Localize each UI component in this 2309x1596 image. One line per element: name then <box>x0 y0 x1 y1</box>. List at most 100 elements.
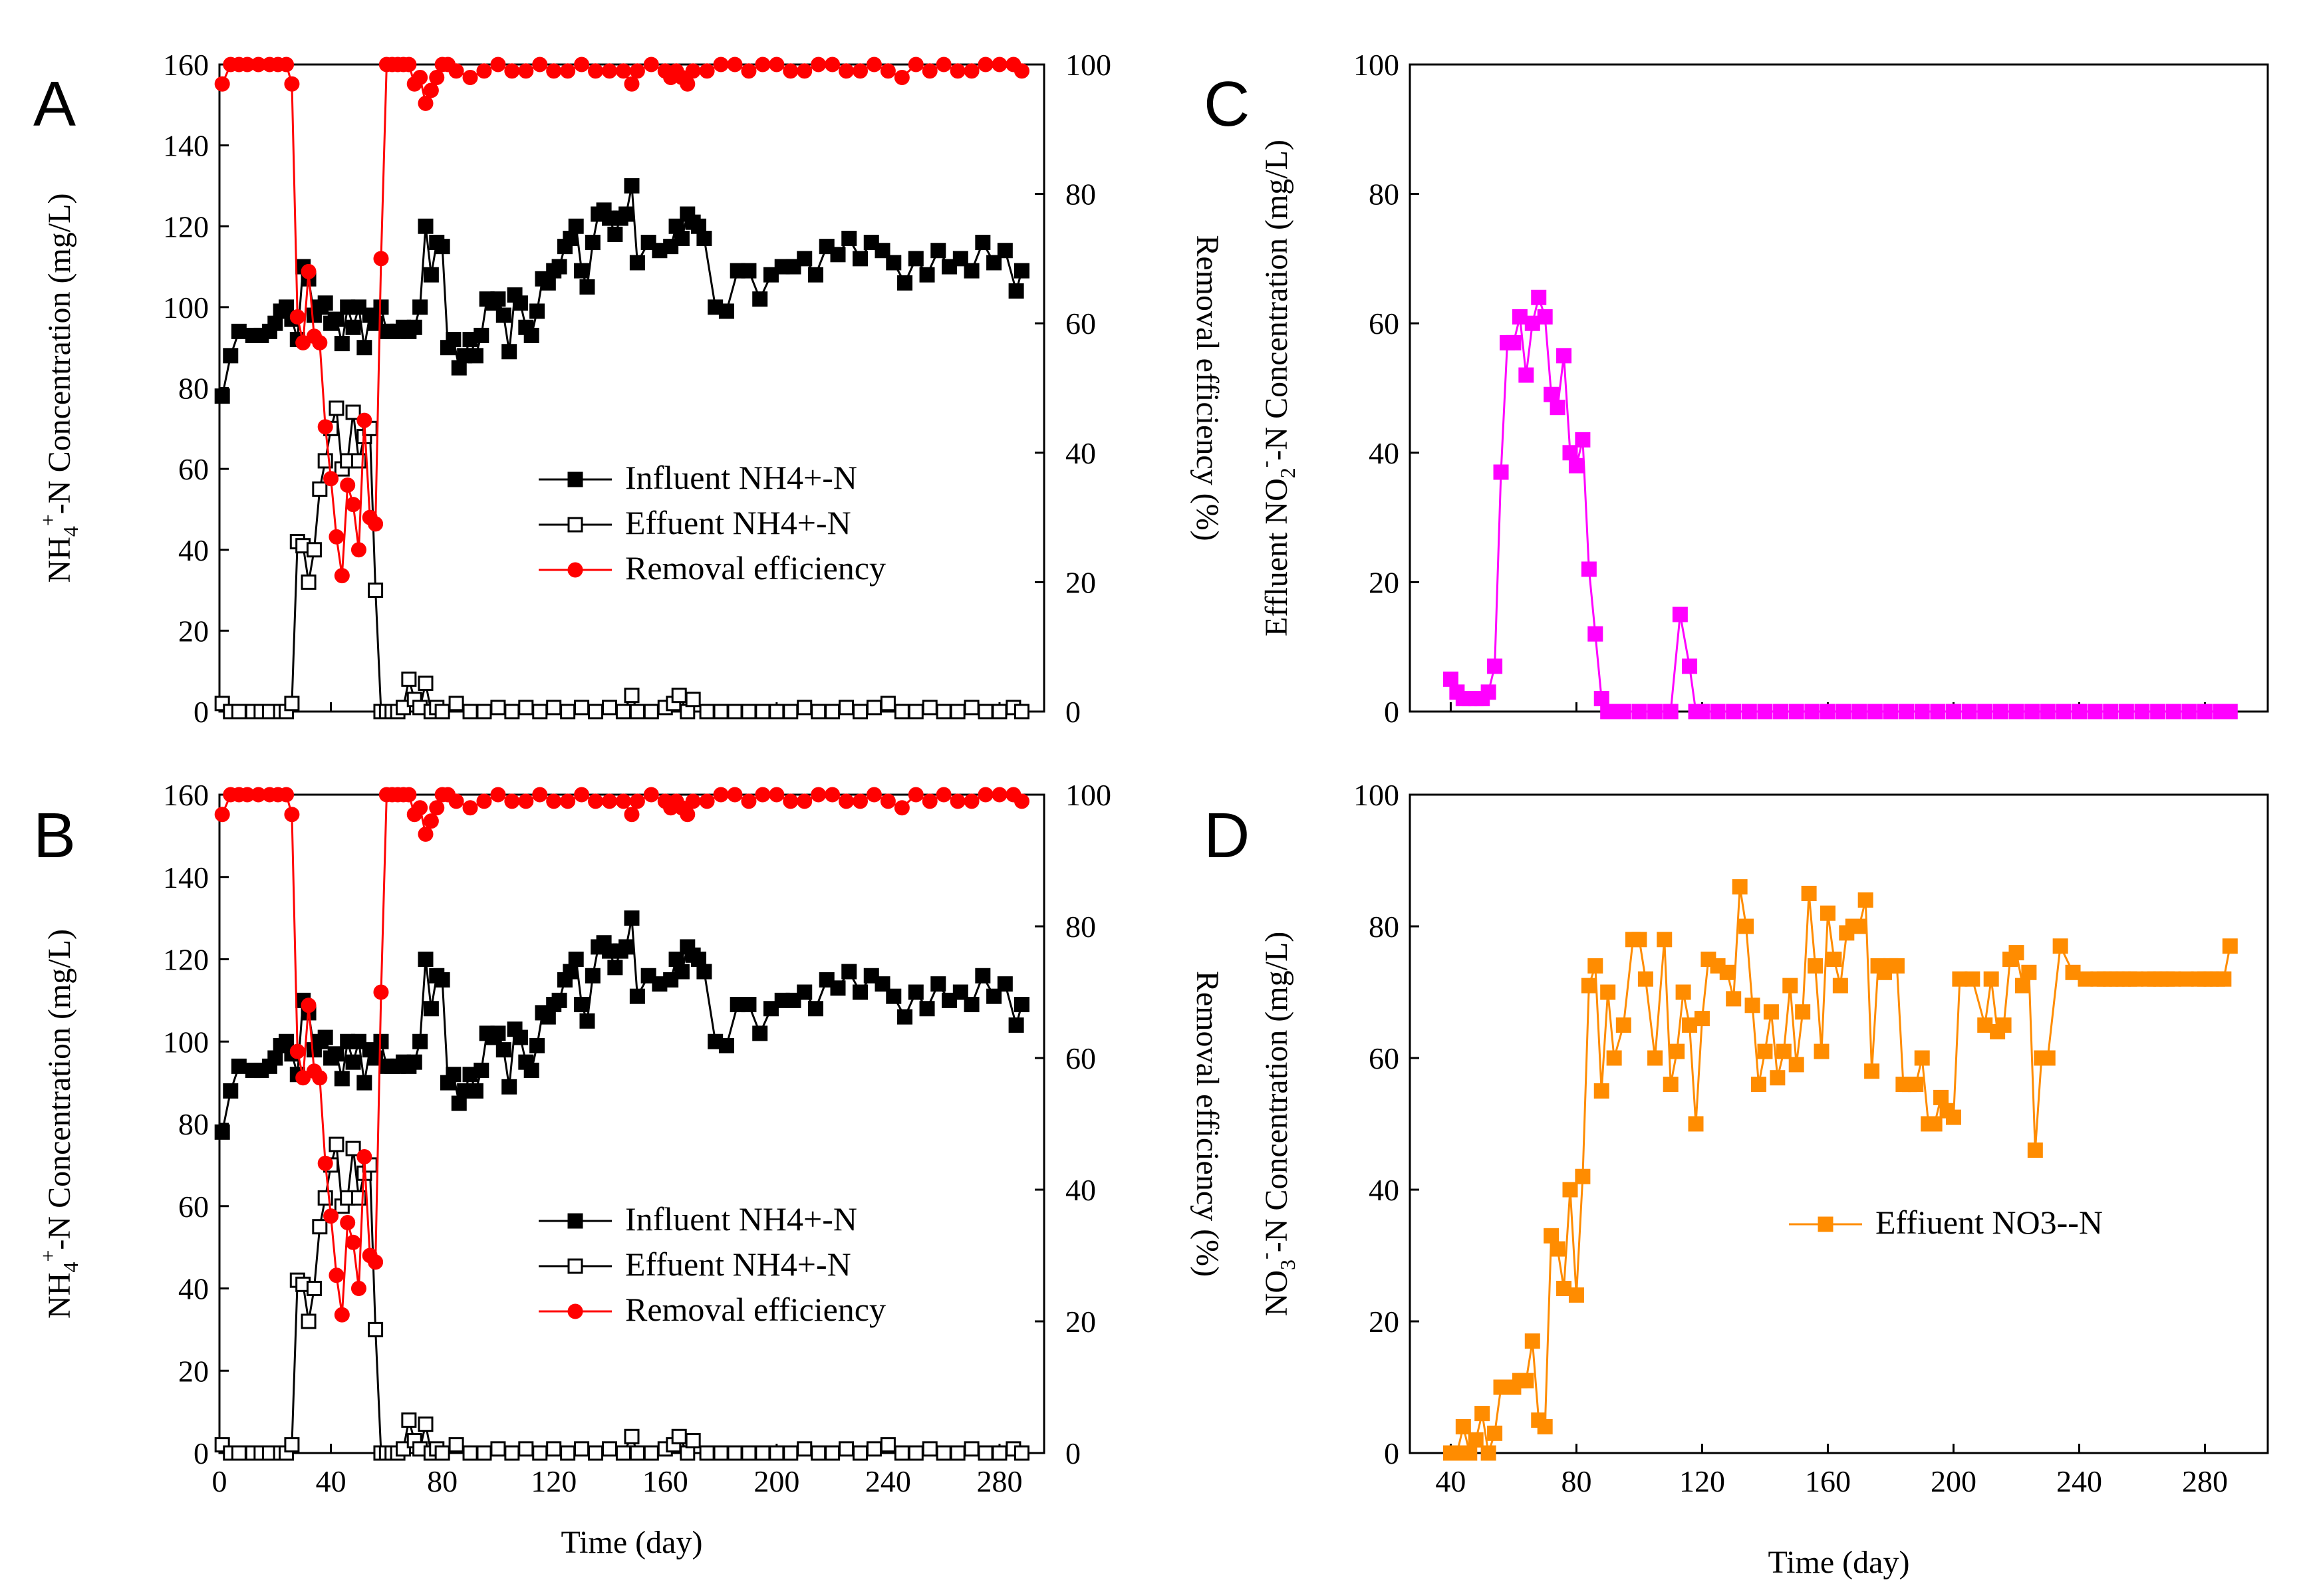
y-tick-label: 160 <box>163 778 209 812</box>
data-point <box>418 826 434 842</box>
data-point <box>1568 458 1584 473</box>
data-point <box>329 1046 344 1062</box>
data-point <box>1593 691 1609 707</box>
data-point <box>312 1070 328 1086</box>
data-point <box>886 255 902 271</box>
data-point <box>886 988 902 1004</box>
data-point <box>395 700 411 716</box>
data-point <box>312 334 328 350</box>
legend: Effiuent NO3--N <box>1789 1204 2103 1241</box>
y-tick-label: 40 <box>1369 436 1399 470</box>
data-point <box>1710 704 1726 720</box>
data-point <box>741 263 757 279</box>
data-point <box>518 63 534 79</box>
y-tick-label: 60 <box>178 1190 209 1224</box>
panel-letter: A <box>33 68 76 140</box>
data-point <box>560 704 576 720</box>
data-point <box>825 1445 841 1461</box>
data-point <box>978 57 994 72</box>
data-point <box>448 793 464 809</box>
data-point <box>1945 1109 1961 1125</box>
data-point <box>501 1079 517 1095</box>
y2-tick-label: 60 <box>1065 1041 1096 1075</box>
data-point <box>783 63 799 79</box>
data-point <box>975 968 991 984</box>
data-point <box>908 787 924 803</box>
data-point <box>448 696 464 712</box>
data-point <box>512 295 528 311</box>
panel-letter: C <box>1204 68 1250 140</box>
data-point <box>560 63 576 79</box>
data-point <box>551 259 567 275</box>
data-point <box>624 807 640 823</box>
data-point <box>908 984 924 1000</box>
data-point <box>950 63 966 79</box>
data-point <box>755 787 771 803</box>
data-point <box>1587 958 1603 974</box>
y2-tick-label: 0 <box>1065 695 1081 729</box>
data-point <box>289 1043 305 1059</box>
data-point <box>699 793 715 809</box>
data-point <box>839 793 855 809</box>
data-point <box>462 69 478 85</box>
data-point <box>301 998 317 1013</box>
data-point <box>643 1445 659 1461</box>
data-point <box>1014 997 1029 1013</box>
data-point <box>1474 1406 1490 1422</box>
data-point <box>978 704 994 720</box>
data-point <box>329 1267 344 1283</box>
x-axis-title: Time (day) <box>561 1525 703 1560</box>
data-point <box>922 793 938 809</box>
data-point <box>462 704 478 720</box>
data-point <box>1682 658 1698 674</box>
legend-label: Influent NH4+-N <box>625 459 857 496</box>
y-axis-title-part: 2 <box>1276 467 1299 478</box>
data-point <box>588 1445 604 1461</box>
data-point <box>412 800 428 816</box>
y-tick-label: 40 <box>178 533 209 567</box>
x-tick-label: 200 <box>1931 1464 1976 1498</box>
y-axis-title-part: NO <box>1259 1270 1294 1316</box>
data-point <box>423 82 439 98</box>
data-point <box>429 800 445 816</box>
data-point <box>919 267 935 283</box>
y-axis-title-part: 3 <box>1276 1260 1299 1270</box>
y-axis-title-part: 4 <box>59 526 82 537</box>
data-point <box>2021 964 2037 980</box>
data-point <box>317 1029 333 1045</box>
data-point <box>797 700 813 716</box>
data-point <box>523 327 539 343</box>
data-point <box>992 57 1008 72</box>
data-point <box>964 700 980 716</box>
data-point <box>518 1441 534 1457</box>
data-point <box>2008 945 2024 961</box>
data-point <box>317 295 333 311</box>
data-point <box>368 516 384 532</box>
data-point <box>696 964 712 980</box>
data-point <box>880 63 896 79</box>
data-point <box>345 497 361 513</box>
x-tick-label: 240 <box>2056 1464 2102 1498</box>
data-point <box>894 704 910 720</box>
data-point <box>373 251 389 267</box>
x-tick-label: 280 <box>2182 1464 2228 1498</box>
data-point <box>1732 879 1748 895</box>
data-point <box>490 1025 506 1041</box>
data-point <box>755 57 771 72</box>
data-point <box>401 1412 417 1428</box>
data-point <box>713 787 729 803</box>
data-point <box>329 311 344 327</box>
data-point <box>1851 918 1867 934</box>
y-tick-label: 120 <box>163 209 209 243</box>
data-point <box>1857 892 1873 908</box>
data-point <box>1544 1228 1560 1244</box>
data-point <box>1961 704 1977 720</box>
data-point <box>629 793 645 809</box>
data-point <box>401 671 417 687</box>
data-point <box>448 1437 464 1453</box>
data-point <box>1675 984 1691 1000</box>
data-point <box>474 327 489 343</box>
data-point <box>284 807 300 823</box>
data-point <box>1808 958 1824 974</box>
data-point <box>607 960 623 976</box>
